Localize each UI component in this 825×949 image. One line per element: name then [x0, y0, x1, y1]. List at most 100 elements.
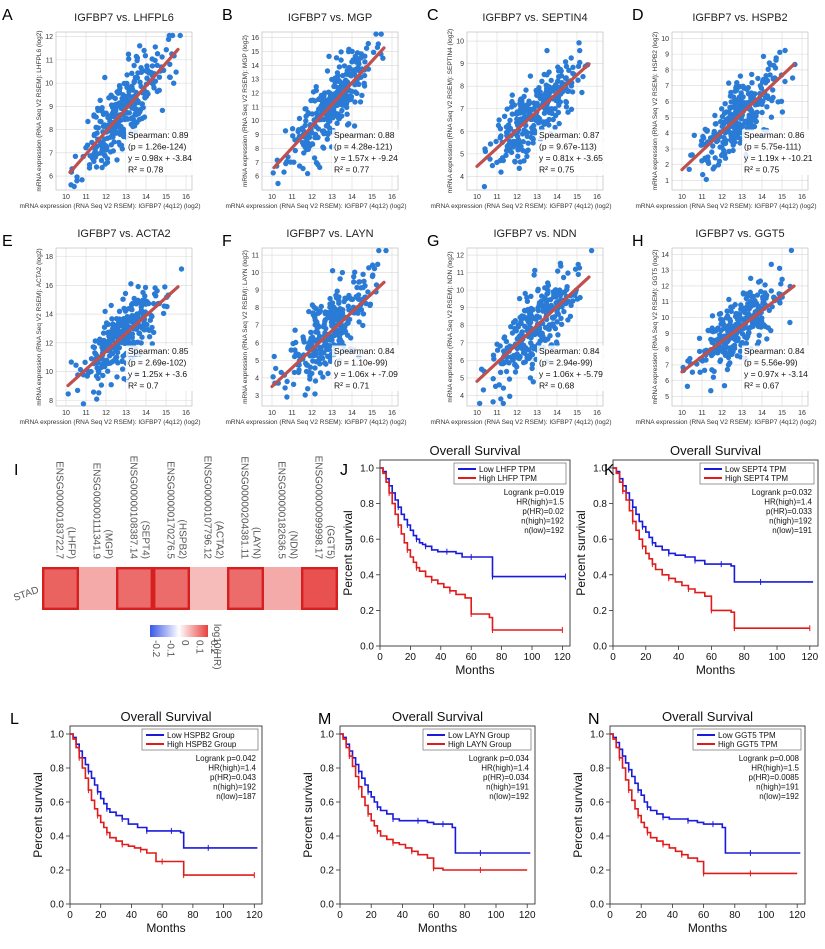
data-point [765, 325, 771, 331]
legend-label: High GGT5 TPM [718, 740, 778, 749]
data-point [517, 314, 523, 321]
data-point [144, 66, 150, 72]
data-point [733, 310, 739, 317]
km-curve-high [380, 467, 563, 631]
y-tick-label: 14 [251, 63, 259, 70]
data-point [98, 382, 105, 388]
column-gene-label: (LHFP) [66, 527, 77, 559]
plot-frame [671, 247, 809, 407]
data-point [760, 76, 767, 83]
km-panel-n: N Overall Survival 0 20 40 60 80 100 120 0.0 0.2 0.… [571, 709, 806, 935]
data-point [122, 290, 129, 297]
data-point [336, 294, 342, 300]
km-panel-m: M Overall Survival 0 20 40 60 80 100 120 0.0 0.2 0.… [301, 709, 536, 935]
data-point [552, 106, 558, 112]
data-point [129, 313, 135, 319]
data-point [346, 93, 353, 99]
data-point [777, 49, 783, 55]
stats-bg [332, 141, 402, 152]
data-point [529, 361, 536, 367]
data-point [580, 73, 586, 80]
y-axis-label: mRNA expression (RNA Seq V2 RSEM): LAYN … [242, 250, 249, 404]
stats-bg [332, 164, 402, 175]
data-point [507, 117, 513, 124]
data-point [728, 322, 734, 329]
data-point [125, 337, 131, 344]
data-point [734, 316, 741, 323]
data-point [550, 116, 556, 123]
x-tick-label: 100 [758, 910, 775, 921]
data-point [700, 133, 706, 140]
stats-bg [742, 152, 812, 164]
data-point [331, 332, 337, 338]
data-point [558, 315, 564, 321]
panel-letter: K [604, 462, 615, 479]
data-point [103, 147, 109, 153]
x-tick-label: 10 [473, 194, 481, 201]
data-point [113, 347, 119, 353]
data-point [565, 88, 571, 95]
heatmap-cell [301, 567, 338, 610]
x-axis-label: Months [688, 921, 727, 935]
data-point [719, 106, 725, 112]
data-point [778, 98, 785, 105]
data-point [373, 31, 379, 37]
data-point [154, 288, 160, 294]
data-point [114, 374, 120, 380]
data-point [556, 102, 562, 108]
y-tick-label: 5 [665, 394, 669, 401]
panel-letter: M [318, 711, 331, 728]
data-point [776, 265, 783, 271]
data-point [760, 53, 767, 60]
y-tick-label: 12 [251, 90, 259, 97]
data-point [360, 322, 366, 329]
data-point [530, 140, 536, 146]
data-point [531, 272, 537, 278]
x-tick-label: 16 [798, 194, 806, 201]
data-point [367, 301, 374, 307]
data-point [718, 346, 724, 352]
data-point [758, 324, 764, 330]
x-tick-label: 80 [496, 652, 508, 663]
x-tick-label: 0 [610, 652, 616, 663]
y-tick-label: 6 [49, 174, 53, 181]
data-point [748, 293, 754, 299]
data-point [323, 342, 330, 348]
data-point [500, 400, 506, 407]
x-tick-label: 13 [738, 194, 746, 201]
data-point [758, 288, 764, 295]
data-point [91, 158, 97, 165]
scatter-panel-h: H IGFBP7 vs. GGT5 10 11 12 13 14 15 16 5 6 7 8 9 10 11 1… [632, 228, 816, 426]
data-point [710, 143, 716, 149]
data-point [555, 332, 561, 338]
x-axis-label: mRNA expression (RNA Seq V2 RSEM): IGFBP… [226, 419, 407, 426]
x-tick-label: 15 [778, 410, 786, 417]
data-point [548, 77, 554, 84]
data-point [509, 111, 515, 117]
x-tick-label: 15 [778, 194, 786, 201]
colorbar-tick: 0 [179, 640, 190, 646]
data-point [506, 376, 513, 382]
scatter-title: IGFBP7 vs. LAYN [286, 228, 373, 240]
data-point [312, 322, 318, 328]
data-point [727, 129, 733, 135]
y-tick-label: 1.0 [590, 730, 604, 741]
data-point [341, 63, 348, 69]
data-point [113, 357, 119, 364]
x-tick-label: 60 [706, 652, 718, 663]
data-point [529, 365, 535, 372]
data-point [750, 117, 756, 123]
data-point [100, 141, 107, 147]
data-point [108, 382, 114, 388]
y-axis-label: mRNA expression (RNA Seq V2 RSEM): GGT5 … [652, 250, 659, 405]
data-point [320, 374, 326, 380]
data-point [318, 347, 324, 353]
x-tick-label: 16 [593, 194, 601, 201]
data-point [338, 57, 344, 63]
data-point [93, 114, 99, 120]
km-stat-line: n(high)=192 [769, 517, 812, 526]
x-tick-label: 80 [187, 910, 199, 921]
data-point [759, 315, 765, 321]
data-point [756, 332, 762, 338]
data-point [128, 281, 134, 287]
